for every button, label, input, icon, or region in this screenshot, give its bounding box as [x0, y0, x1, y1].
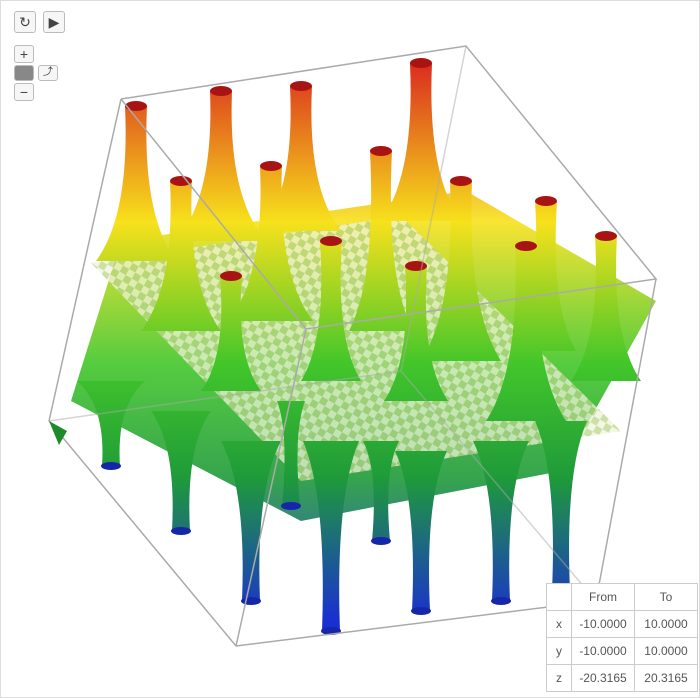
- surface-peak: [229, 166, 313, 321]
- surface-peak: [384, 266, 448, 401]
- trough-end: [101, 462, 121, 470]
- range-cell: 20.3165: [634, 664, 698, 692]
- surface-trough: [395, 451, 447, 611]
- surface-peak: [141, 181, 221, 331]
- corner: [546, 583, 572, 611]
- trough-end: [491, 597, 511, 605]
- surface-peak: [571, 236, 641, 381]
- axis-name: z: [546, 664, 572, 692]
- surface-peak: [176, 91, 266, 241]
- peak-rim: [535, 196, 557, 206]
- trough-end: [371, 537, 391, 545]
- axis-toggle[interactable]: ⤴: [38, 65, 58, 81]
- play-button[interactable]: ▶: [43, 11, 65, 33]
- range-cell: 10.0000: [634, 637, 698, 665]
- trough-end: [281, 502, 301, 510]
- range-cell: -10.0000: [571, 637, 635, 665]
- peak-rim: [290, 81, 312, 91]
- view-toggle[interactable]: [14, 65, 34, 81]
- peak-rim: [210, 86, 232, 96]
- header-cell: From: [571, 583, 635, 611]
- reset-button[interactable]: ↻: [14, 11, 36, 33]
- peak-rim: [260, 161, 282, 171]
- surface-peak: [96, 106, 176, 261]
- peak-rim: [450, 176, 472, 186]
- peak-rim: [170, 176, 192, 186]
- surface-trough: [303, 441, 359, 631]
- surface-trough: [473, 441, 529, 601]
- trough-end: [171, 527, 191, 535]
- bounding-box: [48, 45, 658, 647]
- surface-trough: [77, 381, 145, 466]
- surface-trough: [151, 411, 211, 531]
- range-table: From To x -10.0000 10.0000 y -10.0000 10.0000…: [546, 583, 698, 692]
- surface-trough: [221, 441, 281, 601]
- surface-peak: [201, 276, 261, 391]
- surface-trough: [363, 441, 399, 541]
- axis-name: x: [546, 610, 572, 638]
- surface-trough: [535, 421, 587, 591]
- peak-rim: [320, 236, 342, 246]
- zoom-out[interactable]: −: [14, 83, 34, 101]
- peak-rim: [220, 271, 242, 281]
- peak-rim: [370, 146, 392, 156]
- range-cell: -20.3165: [571, 664, 635, 692]
- surface-peak: [421, 181, 501, 361]
- axis-name: y: [546, 637, 572, 665]
- range-cell: -10.0000: [571, 610, 635, 638]
- surface-peak: [301, 241, 361, 381]
- peak-rim: [410, 58, 432, 68]
- peak-rim: [405, 261, 427, 271]
- trough-end: [411, 607, 431, 615]
- zoom-in[interactable]: +: [14, 45, 34, 63]
- peak-rim: [595, 231, 617, 241]
- surface-peak: [486, 246, 566, 421]
- surface-peak: [349, 151, 413, 331]
- trough-end: [241, 597, 261, 605]
- surface: [71, 58, 656, 635]
- peak-rim: [125, 101, 147, 111]
- axis-arrow: [49, 421, 67, 445]
- surface-peak: [381, 63, 461, 221]
- peak-rim: [515, 241, 537, 251]
- range-cell: 10.0000: [634, 610, 698, 638]
- header-cell: To: [634, 583, 698, 611]
